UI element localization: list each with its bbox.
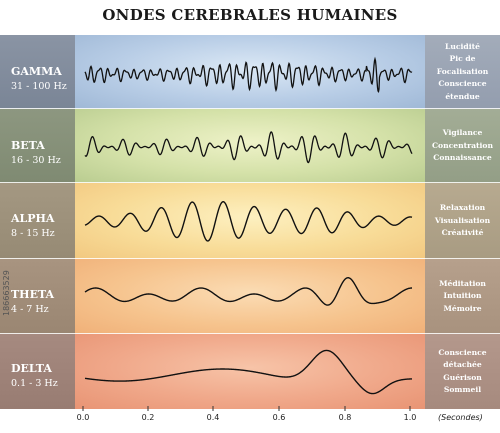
desc-delta-1: Conscience: [438, 347, 487, 357]
separator-1: [0, 108, 500, 109]
wave-freq-theta: 4 - 7 Hz: [11, 304, 49, 315]
band-alpha: Relaxation Visualisation Créativité ALPH…: [0, 183, 500, 259]
desc-alpha-2: Visualisation: [434, 215, 491, 225]
waveform-gamma: [84, 56, 413, 94]
desc-delta-4: Sommeil: [443, 385, 482, 394]
wave-name-gamma: GAMMA: [11, 65, 62, 78]
separator-3: [0, 258, 500, 259]
desc-gamma-2: Pic de: [449, 54, 476, 64]
desc-beta-3: Connaissance: [433, 153, 492, 163]
wave-freq-gamma: 31 - 100 Hz: [11, 81, 67, 92]
desc-gamma-5: étendue: [445, 91, 480, 101]
desc-panel-delta: Conscience détachée Guérison Sommeil: [425, 334, 500, 409]
tick-label-0: 0.0: [76, 413, 90, 422]
tick-label-5: 1.0: [403, 413, 417, 422]
label-panel-theta: [0, 259, 75, 334]
tick-label-4: 0.8: [338, 413, 352, 422]
desc-gamma-3: Focalisation: [436, 66, 489, 76]
label-panel-alpha: [0, 183, 75, 259]
tick-label-3: 0.6: [272, 413, 286, 422]
band-theta: Méditation Intuition Mémoire THETA 4 - 7…: [0, 259, 500, 334]
wave-name-beta: BETA: [11, 139, 45, 152]
desc-gamma-4: Conscience: [438, 79, 487, 89]
axis-tickmarks: [82, 406, 411, 411]
desc-gamma-1: Lucidité: [445, 41, 480, 51]
desc-alpha-3: Créativité: [441, 228, 484, 238]
desc-theta-2: Intuition: [443, 291, 482, 301]
band-beta: Vigilance Concentration Connaissance BET…: [0, 109, 500, 183]
desc-panel-alpha: Relaxation Visualisation Créativité: [425, 183, 500, 259]
desc-theta-1: Méditation: [439, 278, 486, 288]
separator-4: [0, 333, 500, 334]
wave-area-theta: [75, 259, 425, 334]
waveform-delta: [84, 349, 413, 395]
label-panel-delta: [0, 334, 75, 409]
wave-freq-delta: 0.1 - 3 Hz: [11, 378, 58, 389]
wave-freq-beta: 16 - 30 Hz: [11, 155, 61, 166]
waveform-alpha: [84, 201, 413, 242]
watermark-id: 186663529: [2, 270, 11, 316]
axis-unit-label: (Secondes): [438, 413, 483, 422]
desc-panel-beta: Vigilance Concentration Connaissance: [425, 109, 500, 183]
label-panel-gamma: [0, 35, 75, 109]
desc-delta-2: détachée: [443, 360, 482, 369]
desc-panel-theta: Méditation Intuition Mémoire: [425, 259, 500, 334]
separator-2: [0, 182, 500, 183]
label-panel-beta: [0, 109, 75, 183]
desc-alpha-1: Relaxation: [439, 203, 486, 213]
desc-theta-3: Mémoire: [443, 303, 482, 313]
wave-freq-alpha: 8 - 15 Hz: [11, 228, 55, 239]
desc-delta-3: Guérison: [443, 372, 482, 382]
wave-name-delta: DELTA: [11, 362, 52, 375]
desc-beta-1: Vigilance: [442, 128, 483, 138]
desc-panel-gamma: Lucidité Pic de Focalisation Conscience …: [425, 35, 500, 109]
diagram-title: ONDES CEREBRALES HUMAINES: [102, 6, 398, 24]
waveform-theta: [84, 277, 413, 306]
wave-area-alpha: [75, 183, 425, 259]
wave-name-theta: THETA: [11, 288, 55, 301]
waveform-beta: [84, 131, 413, 164]
desc-beta-2: Concentration: [431, 140, 493, 150]
tick-label-2: 0.4: [206, 413, 220, 422]
tick-label-1: 0.2: [141, 413, 155, 422]
wave-name-alpha: ALPHA: [11, 212, 55, 225]
